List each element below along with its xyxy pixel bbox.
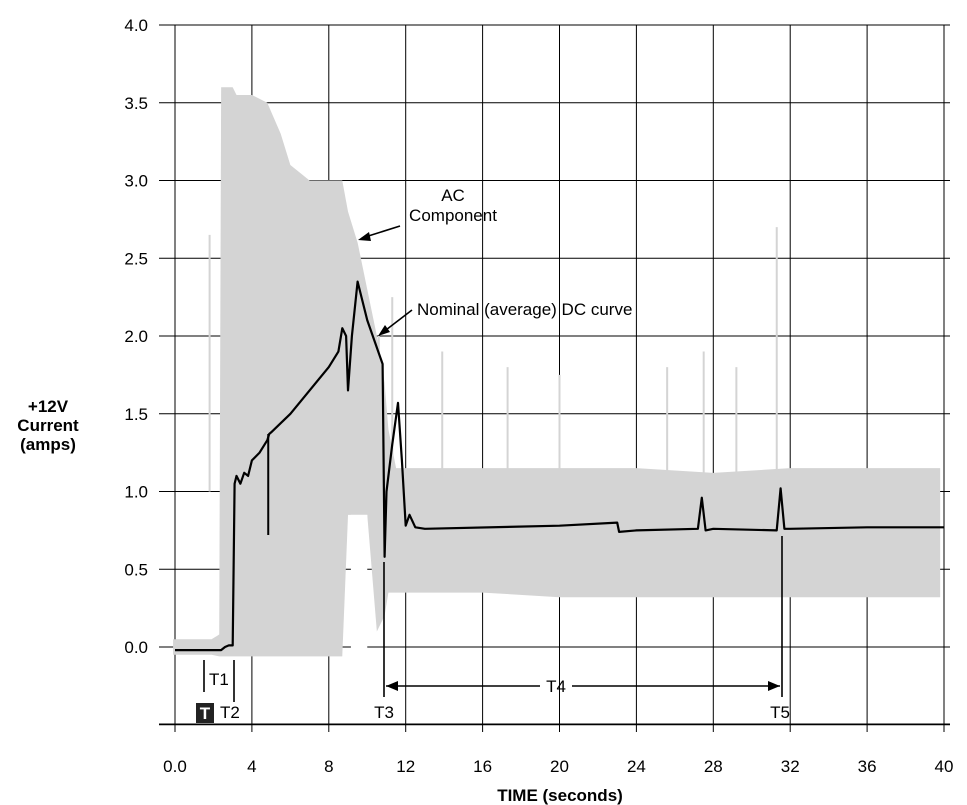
y-tick-label-0: 0.0	[124, 638, 148, 657]
ac-component-band	[173, 87, 941, 657]
y-axis-title-line1: +12V	[28, 397, 69, 416]
x-tick-label-4: 16	[473, 757, 492, 776]
x-tick-label-2: 8	[324, 757, 333, 776]
y-tick-label-6: 3.0	[124, 172, 148, 191]
t-badge-label: T	[200, 704, 211, 723]
ac-component-area	[173, 87, 941, 657]
y-tick-label-8: 4.0	[124, 16, 148, 35]
x-tick-label-9: 36	[858, 757, 877, 776]
y-axis-title-line2: Current	[17, 416, 79, 435]
y-axis-title-line3: (amps)	[20, 435, 76, 454]
y-tick-label-1: 0.5	[124, 560, 148, 579]
x-tick-label-10: 40	[935, 757, 954, 776]
t3-label: T3	[374, 703, 394, 722]
ac-arrowhead	[358, 232, 371, 241]
t5-label: T5	[770, 703, 790, 722]
dc-curve-line	[175, 280, 944, 652]
ac-component-gap	[350, 514, 368, 657]
x-tick-label-3: 12	[396, 757, 415, 776]
dc-curve	[175, 280, 944, 652]
x-tick-label-6: 24	[627, 757, 646, 776]
x-axis-title: TIME (seconds)	[497, 786, 623, 805]
y-tick-label-2: 1.0	[124, 483, 148, 502]
ac-label-line1: AC	[441, 186, 465, 205]
y-tick-label-3: 1.5	[124, 405, 148, 424]
y-tick-label-4: 2.0	[124, 327, 148, 346]
t1-label: T1	[209, 670, 229, 689]
ac-label-line2: Component	[409, 206, 497, 225]
dc-curve-label: Nominal (average) DC curve	[417, 300, 632, 319]
t4-label: T4	[546, 677, 566, 696]
x-tick-label-0: 0.0	[163, 757, 187, 776]
x-tick-label-7: 28	[704, 757, 723, 776]
axis-titles: TIME (seconds) +12V Current (amps)	[17, 397, 623, 805]
annotations: AC Component Nominal (average) DC curve …	[196, 186, 790, 723]
dc-arrowhead	[378, 325, 390, 336]
grid	[159, 24, 950, 732]
x-tick-label-1: 4	[247, 757, 256, 776]
y-tick-label-5: 2.5	[124, 249, 148, 268]
x-tick-label-8: 32	[781, 757, 800, 776]
t4-arrowhead-left	[386, 681, 398, 691]
x-tick-label-5: 20	[550, 757, 569, 776]
t4-arrowhead-right	[768, 681, 780, 691]
t-badge-box	[196, 703, 214, 723]
t2-label: T2	[220, 703, 240, 722]
y-tick-label-7: 3.5	[124, 94, 148, 113]
tick-labels: 0.0 4 8 12 16 20 24 28 32 36 40 0.0 0.5 1.0 1.5 2.0 2.5 3…	[124, 16, 953, 776]
